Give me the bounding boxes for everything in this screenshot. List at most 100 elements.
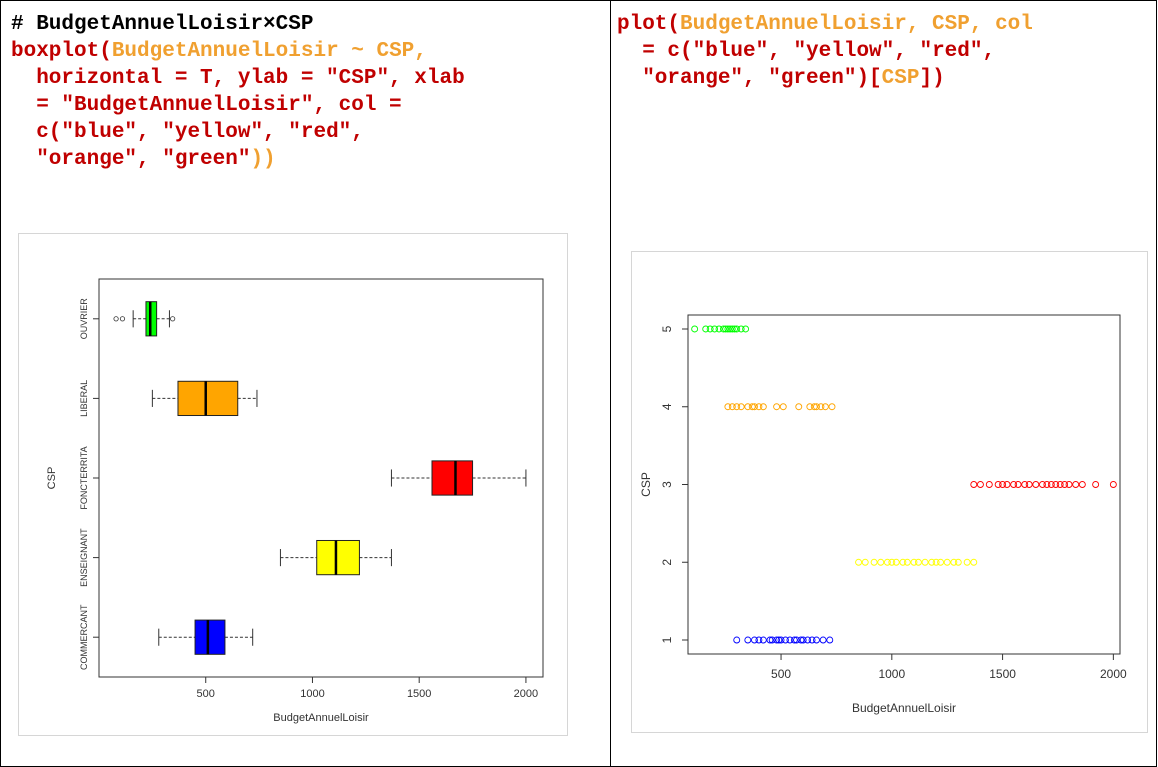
scatter-point xyxy=(691,325,699,333)
scatter-point xyxy=(1025,481,1033,488)
scatter-point xyxy=(985,481,993,488)
code-arg: "blue", "yellow", "red", xyxy=(692,40,996,63)
scatter-point xyxy=(795,403,803,411)
box-foncterrita xyxy=(431,460,474,496)
scatter-point xyxy=(793,636,801,644)
code-arg: "blue", "yellow", "red", xyxy=(61,121,364,144)
outlier-point xyxy=(119,316,126,322)
y-tick-label: 4 xyxy=(660,403,674,410)
scatter-point xyxy=(715,325,723,333)
scatter-point xyxy=(737,325,745,333)
code-arg: horizontal = T, ylab = "CSP", xlab xyxy=(11,67,465,90)
scatter-point xyxy=(1092,481,1100,488)
scatter-point xyxy=(883,558,891,566)
scatter-point xyxy=(775,636,783,644)
scatter-point xyxy=(903,558,911,566)
scatter-point xyxy=(733,636,741,644)
plot-code: plot(BudgetAnnuelLoisir, CSP, col = c("b… xyxy=(617,11,1033,92)
scatter-point xyxy=(748,403,756,411)
x-tick-label: 1500 xyxy=(407,688,431,700)
scatter-chart: 500 1000 1500 2000 1 2 3 4 5 BudgetAnnuelLoisir CS… xyxy=(639,314,1127,715)
scatter-point xyxy=(813,636,820,644)
box-commercant xyxy=(194,619,226,655)
boxplot-figure: 500 1000 1500 2000 BudgetAnnuelLoisir CSP COMM… xyxy=(18,233,568,736)
scatter-point xyxy=(1021,481,1029,488)
scatter-point xyxy=(719,325,727,333)
y-axis-label: CSP xyxy=(46,467,58,490)
y-tick-label: 2 xyxy=(660,559,674,566)
scatter-point xyxy=(797,636,805,644)
scatter-point xyxy=(806,403,814,411)
scatter-point xyxy=(737,403,745,411)
x-tick-label: 500 xyxy=(197,688,215,700)
scatter-point xyxy=(817,403,825,411)
scatter-point xyxy=(728,403,736,411)
scatter-point xyxy=(773,636,781,644)
x-axis-label: BudgetAnnuelLoisir xyxy=(273,712,369,724)
scatter-point xyxy=(1065,481,1073,488)
code-fn: plot( xyxy=(617,13,681,36)
code-arg: CSP xyxy=(881,67,920,90)
x-tick-label: 1500 xyxy=(989,667,1016,681)
scatter-point xyxy=(994,481,1002,488)
scatter-point xyxy=(1014,481,1022,488)
scatter-point xyxy=(821,403,829,411)
y-tick-label: 1 xyxy=(660,636,674,643)
y-tick-label: LIBERAL xyxy=(79,380,89,417)
scatter-point xyxy=(728,325,736,333)
scatter-point xyxy=(733,403,741,411)
x-tick-label: 2000 xyxy=(514,688,538,700)
code-fn: boxplot( xyxy=(11,40,112,63)
code-arg: = c( xyxy=(617,40,693,63)
scatter-point xyxy=(790,636,798,644)
scatter-point xyxy=(1032,481,1040,488)
scatter-point xyxy=(751,403,758,411)
scatter-point xyxy=(731,325,738,333)
scatter-point xyxy=(1010,481,1018,488)
scatter-point xyxy=(711,325,719,333)
scatter-point xyxy=(1072,481,1080,488)
scatter-point xyxy=(759,403,767,411)
x-tick-label: 1000 xyxy=(878,667,905,681)
scatter-point xyxy=(813,403,820,411)
scatter-point xyxy=(777,636,785,644)
scatter-point xyxy=(751,636,758,644)
scatter-point xyxy=(888,558,896,566)
outlier-point xyxy=(170,316,176,322)
scatter-point xyxy=(892,558,900,566)
scatter-point xyxy=(742,325,750,333)
scatter-point xyxy=(950,558,958,566)
scatter-point xyxy=(1056,481,1064,488)
y-tick-label: ENSEIGNANT xyxy=(79,528,89,587)
box-enseignant xyxy=(316,539,360,576)
scatter-point xyxy=(768,636,776,644)
scatter-point xyxy=(724,325,732,333)
scatter-point xyxy=(755,636,763,644)
x-axis-label: BudgetAnnuelLoisir xyxy=(852,701,956,715)
scatter-point xyxy=(1043,481,1051,488)
code-close: )) xyxy=(250,148,276,171)
code-arg: BudgetAnnuelLoisir, CSP, col xyxy=(680,13,1033,36)
code-arg: = "BudgetAnnuelLoisir", col = xyxy=(11,94,402,117)
plot-frame xyxy=(687,314,1121,655)
scatter-point xyxy=(755,403,763,411)
scatter-point xyxy=(786,636,794,644)
code-arg: BudgetAnnuelLoisir ~ CSP, xyxy=(111,40,427,63)
scatter-point xyxy=(1003,481,1011,488)
code-arg: )[ xyxy=(856,67,882,90)
scatter-point xyxy=(999,481,1007,488)
scatter-point xyxy=(733,325,741,333)
scatter-point xyxy=(759,636,767,644)
scatter-point xyxy=(910,558,918,566)
outlier-point xyxy=(113,316,119,322)
scatter-point xyxy=(726,325,734,333)
scatter-figure: 500 1000 1500 2000 1 2 3 4 5 BudgetAnnuelLoisir CS… xyxy=(631,251,1148,733)
scatter-point xyxy=(744,403,752,411)
scatter-point xyxy=(722,325,730,333)
scatter-point xyxy=(744,636,752,644)
scatter-point xyxy=(899,558,907,566)
scatter-point xyxy=(782,636,789,644)
code-comment: # BudgetAnnuelLoisir×CSP xyxy=(11,13,314,36)
scatter-point xyxy=(877,558,885,566)
